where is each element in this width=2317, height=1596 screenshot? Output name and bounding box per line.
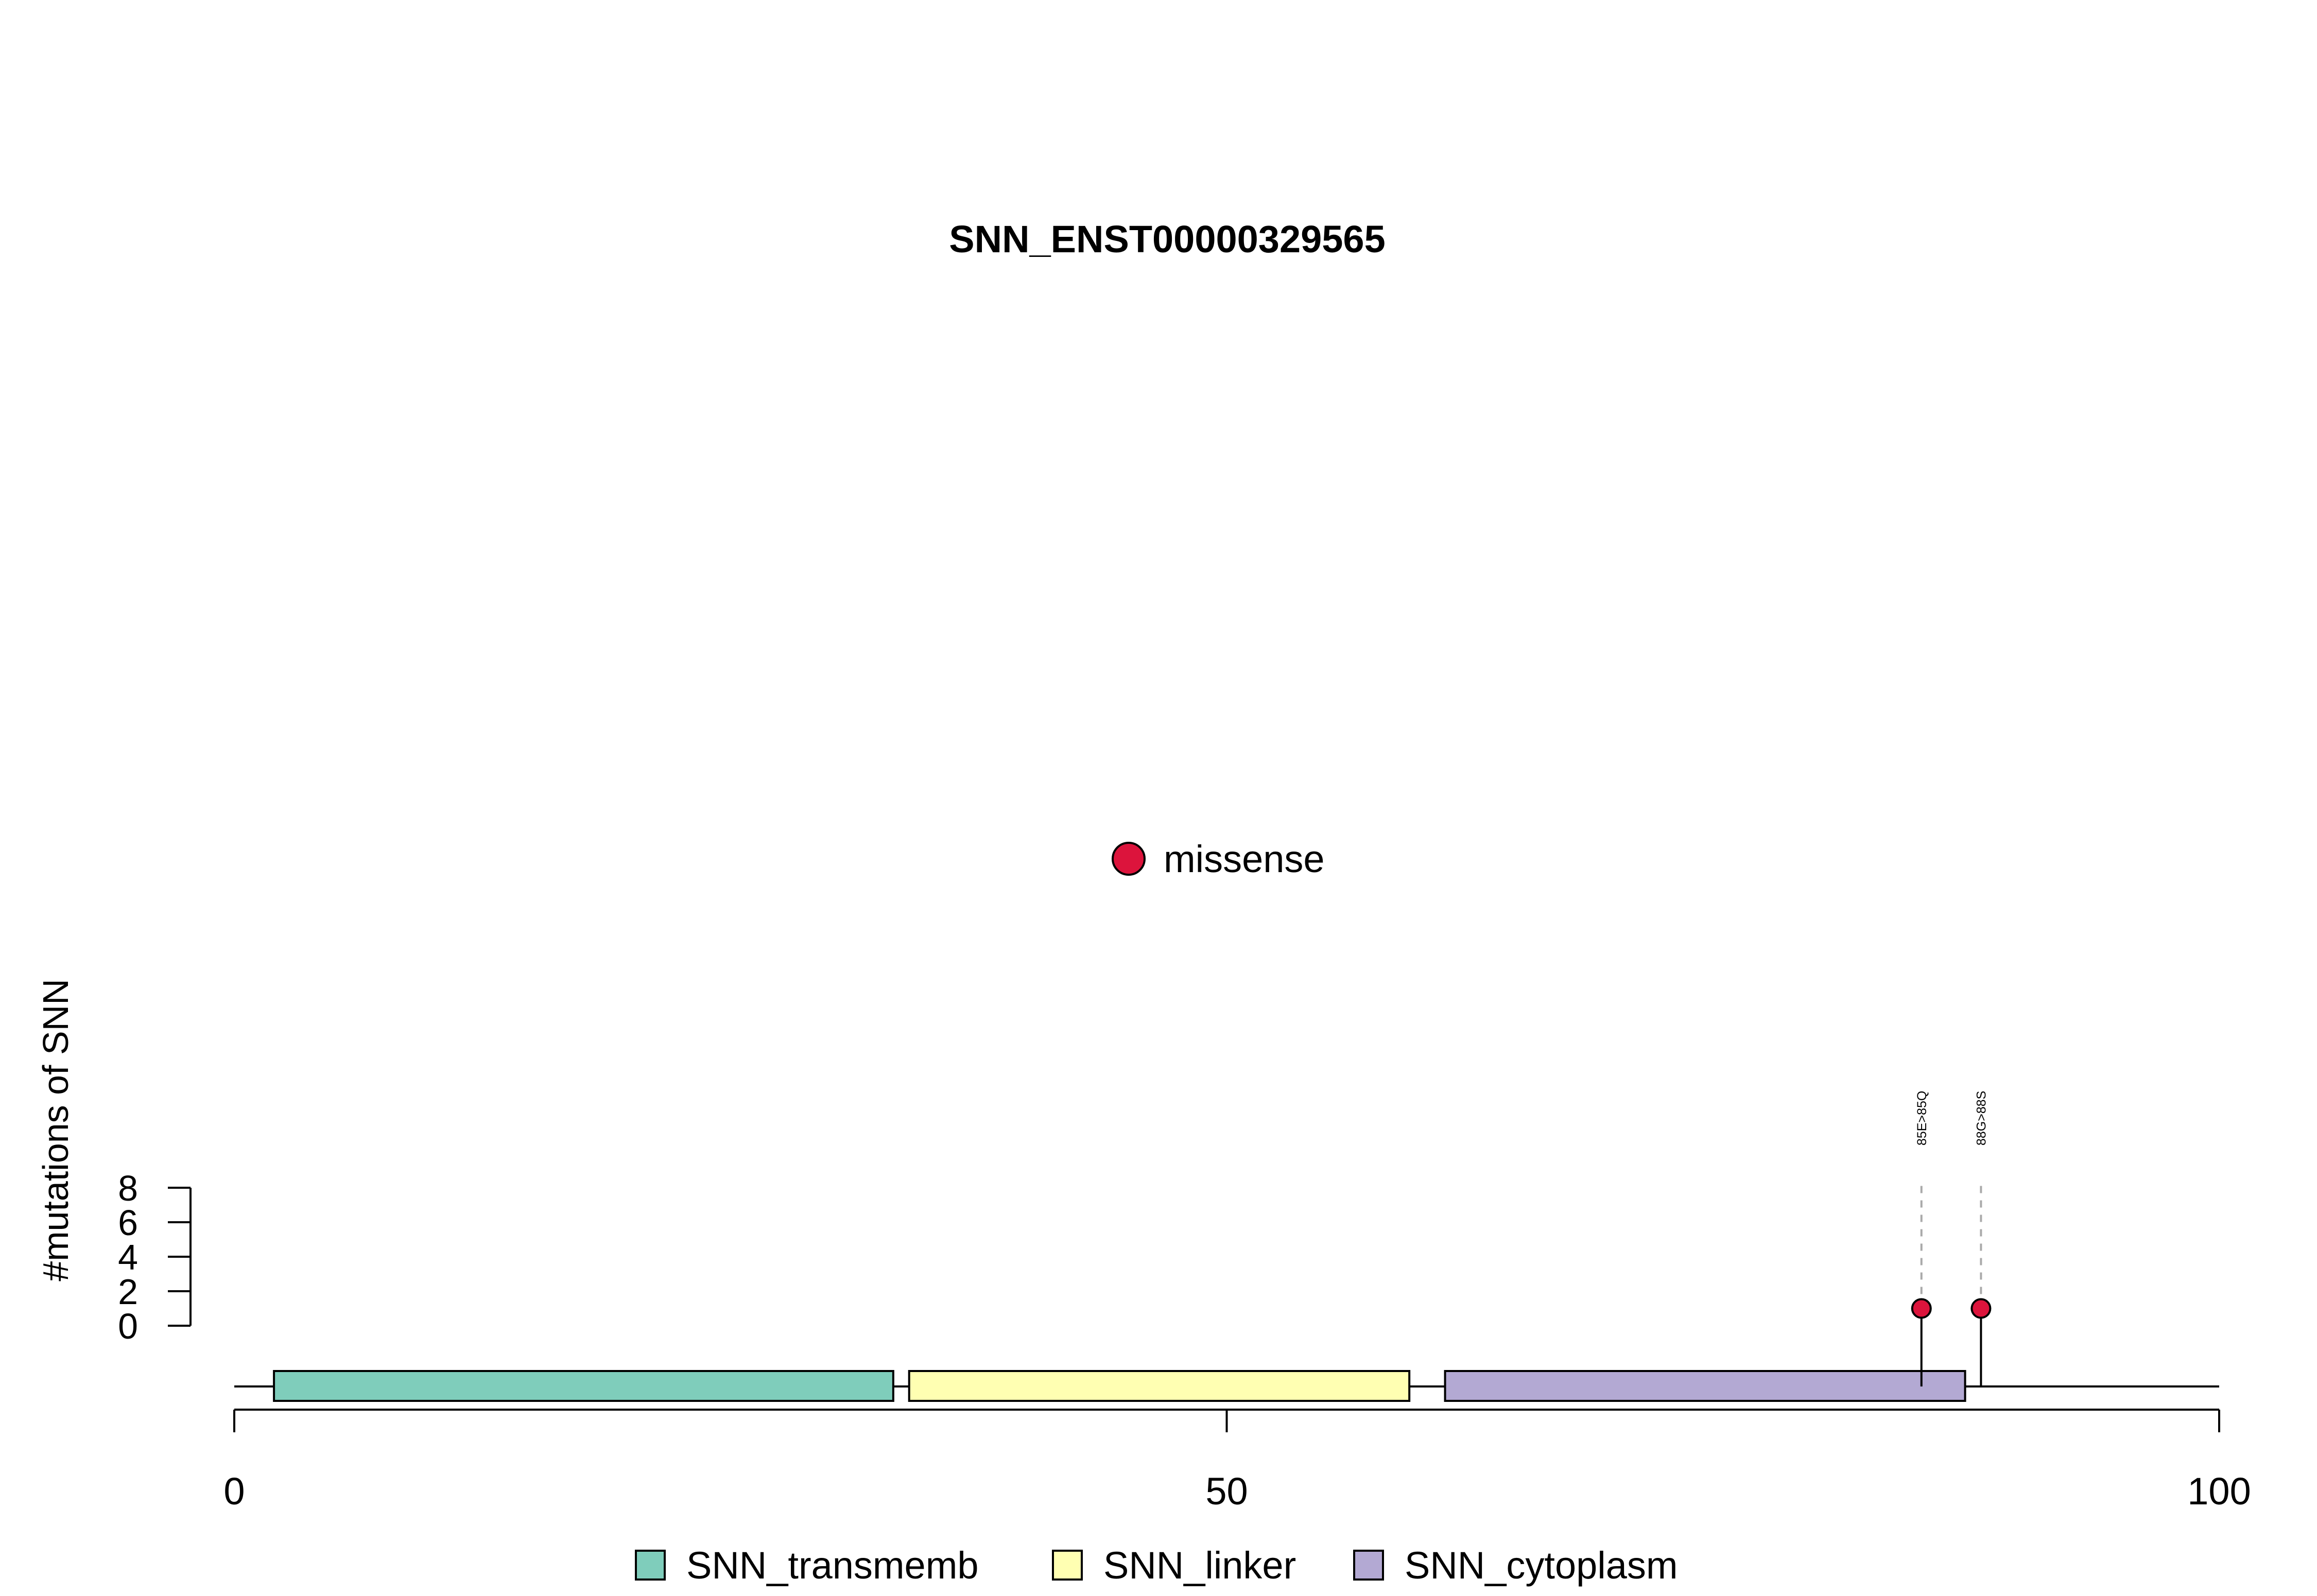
lollipop-head-85E>85Q [1911,1298,1932,1319]
lollipop-label-88G>88S: 88G>88S [1974,1091,1989,1146]
domain-SNN_linker [908,1370,1411,1402]
y-tick-label-6: 6 [118,1203,138,1243]
x-tick-label-100: 100 [2187,1470,2251,1513]
legend-swatch-SNN_linker [1052,1550,1083,1581]
legend-label-SNN_cytoplasm: SNN_cytoplasm [1405,1544,1678,1587]
x-tick-label-50: 50 [1205,1470,1248,1513]
x-tick-label-0: 0 [223,1470,245,1513]
lollipop-label-85E>85Q: 85E>85Q [1915,1091,1929,1146]
y-tick-label-0: 0 [118,1306,138,1346]
domain-SNN_cytoplasm [1444,1370,1966,1402]
domain-legend: SNN_transmemb SNN_linker SNN_cytoplasm [635,1544,1678,1587]
legend-swatch-SNN_cytoplasm [1353,1550,1384,1581]
y-tick-label-4: 4 [118,1237,138,1277]
legend-swatch-SNN_transmemb [635,1550,666,1581]
y-axis-title: #mutations of SNN [36,979,76,1281]
lollipop-head-88G>88S [1970,1298,1992,1319]
domain-SNN_transmemb [273,1370,894,1402]
y-axis-title-group: #mutations of SNN [36,979,76,1281]
y-tick-label-8: 8 [118,1168,138,1208]
x-axis: 0 50 100 [223,1409,2251,1513]
mutation-lollipops: 85E>85Q 88G>88S [1911,1091,1992,1386]
y-tick-label-2: 2 [118,1272,138,1312]
chart-title: SNN_ENST00000329565 [949,218,1385,261]
legend-label-SNN_linker: SNN_linker [1103,1544,1296,1587]
domain-boxes [273,1370,1966,1402]
legend-label-missense: missense [1164,838,1325,880]
legend-marker-missense [1112,842,1146,876]
legend-label-SNN_transmemb: SNN_transmemb [686,1544,979,1587]
mutation-legend: missense [1112,838,1325,880]
